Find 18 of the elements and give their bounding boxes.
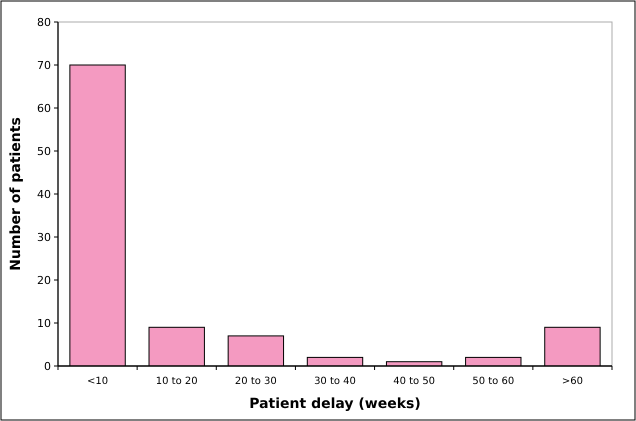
y-tick-label: 30 xyxy=(37,230,51,244)
x-tick-label: 20 to 30 xyxy=(234,376,277,387)
y-tick-label: 10 xyxy=(37,316,51,330)
y-tick-label: 20 xyxy=(37,274,51,287)
x-tick-label: <10 xyxy=(87,376,108,387)
y-axis-title: Number of patients xyxy=(8,117,24,271)
y-tick-label: 80 xyxy=(37,16,51,29)
y-tick-label: 70 xyxy=(37,58,51,72)
x-tick-label: 50 to 60 xyxy=(472,376,514,387)
y-tick-label: 0 xyxy=(44,360,51,373)
x-axis-title: Patient delay (weeks) xyxy=(249,396,421,412)
x-tick-label: >60 xyxy=(562,376,583,387)
x-tick-label: 10 to 20 xyxy=(156,376,198,387)
y-tick-label: 50 xyxy=(37,144,51,158)
x-tick-label: 30 to 40 xyxy=(314,376,356,387)
y-tick-label: 40 xyxy=(37,188,51,201)
y-tick-label: 60 xyxy=(37,102,51,115)
x-tick-label: 40 to 50 xyxy=(393,376,436,387)
